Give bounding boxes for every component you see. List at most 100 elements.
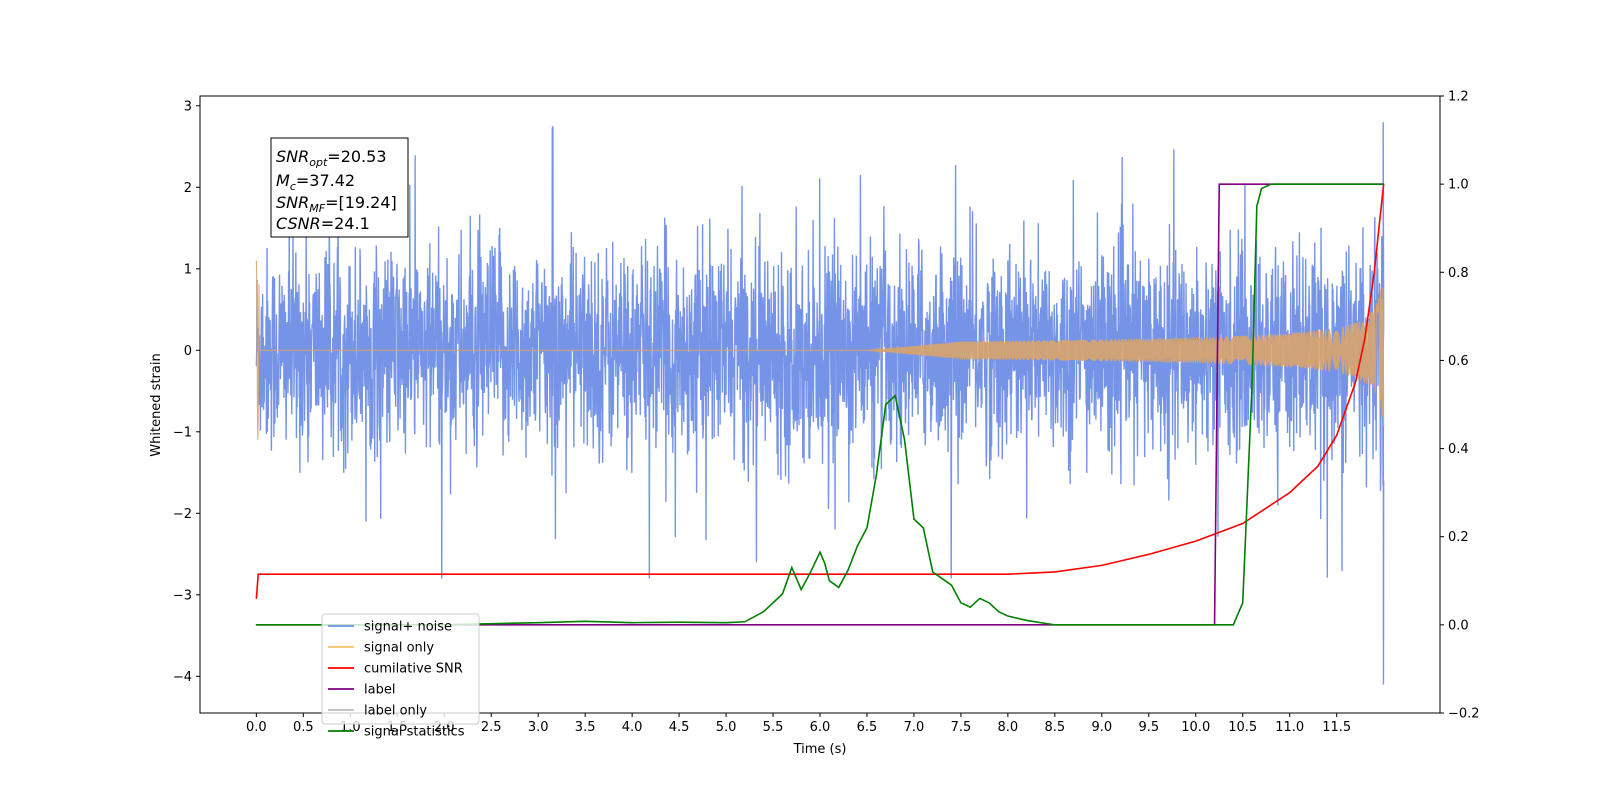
- x-tick-label: 7.0: [904, 720, 925, 735]
- data-point: [960, 602, 962, 604]
- data-point: [932, 571, 934, 573]
- series-signal-statistics: [256, 183, 1384, 626]
- y-tick-label: 1: [184, 262, 192, 277]
- annotation-box: SNRopt=20.53 Mc=37.42 SNRMF=[19.24] CSNR…: [270, 137, 409, 238]
- x-tick-label: 10.0: [1181, 720, 1210, 735]
- legend-entry: cumilative SNR: [364, 662, 463, 677]
- y2-tick-label: 0.4: [1448, 442, 1469, 457]
- data-point: [1232, 624, 1234, 626]
- data-point: [1383, 183, 1385, 185]
- x-tick-label: 3.0: [528, 720, 549, 735]
- data-point: [1279, 183, 1281, 185]
- legend-entry: signal only: [364, 641, 434, 656]
- x-tick-label: 9.0: [1091, 720, 1112, 735]
- data-point: [631, 622, 633, 624]
- data-point: [1251, 381, 1253, 384]
- x-tick-label: 6.0: [810, 720, 831, 735]
- x-tick-label: 5.5: [763, 720, 784, 735]
- x-tick-label: 8.5: [1045, 720, 1066, 735]
- data-point: [1007, 573, 1009, 575]
- data-point: [1378, 227, 1380, 229]
- data-point: [922, 527, 924, 529]
- x-tick-label: 6.5: [857, 720, 878, 735]
- annotation-mc: Mc=37.42: [276, 171, 355, 193]
- x-tick-label: 10.5: [1228, 720, 1257, 735]
- y2-tick-label: 0.2: [1448, 530, 1469, 545]
- data-point: [885, 403, 887, 406]
- data-point: [819, 551, 821, 553]
- data-point: [537, 622, 539, 624]
- data-point: [1373, 271, 1375, 273]
- data-point: [744, 621, 746, 623]
- data-point: [1354, 381, 1357, 384]
- data-point: [1026, 619, 1028, 622]
- data-point: [913, 518, 915, 520]
- series-cumilative-snr: [255, 184, 1385, 599]
- data-point: [725, 622, 727, 624]
- data-point: [838, 586, 840, 589]
- data-point: [1054, 571, 1056, 573]
- x-tick-label: 0.0: [246, 720, 267, 735]
- data-point: [997, 611, 1000, 613]
- data-point: [1246, 492, 1249, 494]
- data-point: [988, 602, 990, 604]
- data-point: [824, 562, 826, 564]
- data-point: [255, 624, 257, 626]
- data-point: [828, 580, 830, 582]
- data-point: [1289, 492, 1291, 494]
- y-tick-label: −4: [173, 670, 192, 685]
- data-point: [875, 474, 877, 476]
- data-point: [1007, 615, 1009, 617]
- x-tick-label: 5.0: [716, 720, 737, 735]
- series-signal-only: [255, 260, 1385, 440]
- x-axis-label: Time (s): [793, 742, 847, 757]
- x-tick-label: 4.5: [669, 720, 690, 735]
- data-point: [1218, 183, 1220, 185]
- x-tick-label: 11.0: [1275, 720, 1304, 735]
- data-point: [894, 395, 896, 397]
- data-point: [810, 571, 812, 573]
- data-point: [866, 527, 868, 529]
- data-point: [1195, 540, 1197, 542]
- data-point: [678, 621, 680, 623]
- legend-entry: label only: [364, 704, 427, 719]
- data-point: [1054, 624, 1056, 626]
- legend-frame: [321, 613, 480, 725]
- data-point: [1242, 522, 1244, 525]
- y2-tick-label: 1.2: [1448, 90, 1469, 105]
- data-point: [969, 606, 971, 608]
- data-point: [584, 620, 586, 622]
- x-tick-label: 7.5: [951, 720, 972, 735]
- y2-tick-label: 1.0: [1448, 178, 1469, 193]
- y-tick-label: −1: [173, 425, 192, 440]
- data-point: [1242, 602, 1244, 604]
- legend: signal+ noise signal only cumilative SNR la…: [321, 613, 480, 740]
- data-point: [941, 577, 943, 580]
- data-point: [1101, 624, 1103, 626]
- x-tick-label: 2.5: [481, 720, 502, 735]
- data-point: [856, 544, 859, 547]
- data-point: [1148, 553, 1150, 555]
- data-point: [979, 597, 981, 600]
- data-point: [1336, 434, 1338, 436]
- y2-tick-label: −0.2: [1448, 707, 1480, 722]
- y-tick-label: 2: [184, 181, 192, 196]
- annotation-csnr: CSNR=24.1: [276, 214, 370, 233]
- data-point: [257, 573, 259, 575]
- y-axis-label: Whitened strain: [149, 353, 164, 456]
- data-point: [950, 584, 953, 586]
- data-point: [763, 611, 765, 613]
- legend-entry: label: [364, 683, 395, 698]
- y2-tick-label: 0.8: [1448, 266, 1469, 281]
- x-tick-label: 0.5: [293, 720, 314, 735]
- y2-tick-label: 0.6: [1448, 354, 1469, 369]
- data-point: [847, 569, 849, 571]
- x-tick-label: 4.0: [622, 720, 643, 735]
- data-point: [781, 593, 784, 595]
- series-signal-noise: [255, 122, 1385, 685]
- data-point: [1317, 465, 1319, 467]
- data-point: [800, 589, 802, 591]
- y-tick-label: 0: [184, 344, 192, 359]
- data-point: [255, 597, 257, 600]
